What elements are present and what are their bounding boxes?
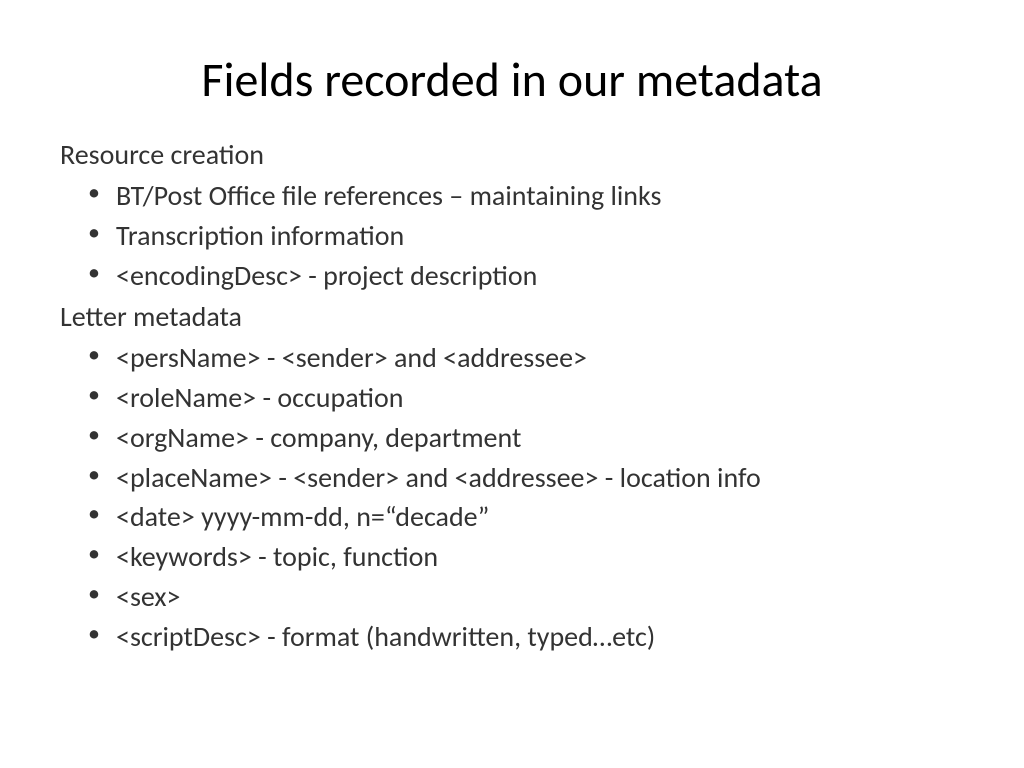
list-item: <placeName> - <sender> and <addressee> -… — [60, 458, 964, 498]
list-item: <keywords> - topic, function — [60, 537, 964, 577]
list-item: <orgName> - company, department — [60, 418, 964, 458]
list-item: <scriptDesc> - format (handwritten, type… — [60, 617, 964, 657]
list-item: BT/Post Office file references – maintai… — [60, 176, 964, 216]
list-item: <date> yyyy-mm-dd, n=“decade” — [60, 497, 964, 537]
list-item: <sex> — [60, 577, 964, 617]
slide-title: Fields recorded in our metadata — [60, 50, 964, 109]
bullet-list-letter: <persName> - <sender> and <addressee> <r… — [60, 338, 964, 656]
bullet-list-resource: BT/Post Office file references – maintai… — [60, 176, 964, 295]
list-item: Transcription information — [60, 216, 964, 256]
section-header-letter: Letter metadata — [60, 299, 964, 334]
list-item: <roleName> - occupation — [60, 378, 964, 418]
list-item: <persName> - <sender> and <addressee> — [60, 338, 964, 378]
list-item: <encodingDesc> - project description — [60, 256, 964, 296]
section-header-resource: Resource creation — [60, 137, 964, 172]
